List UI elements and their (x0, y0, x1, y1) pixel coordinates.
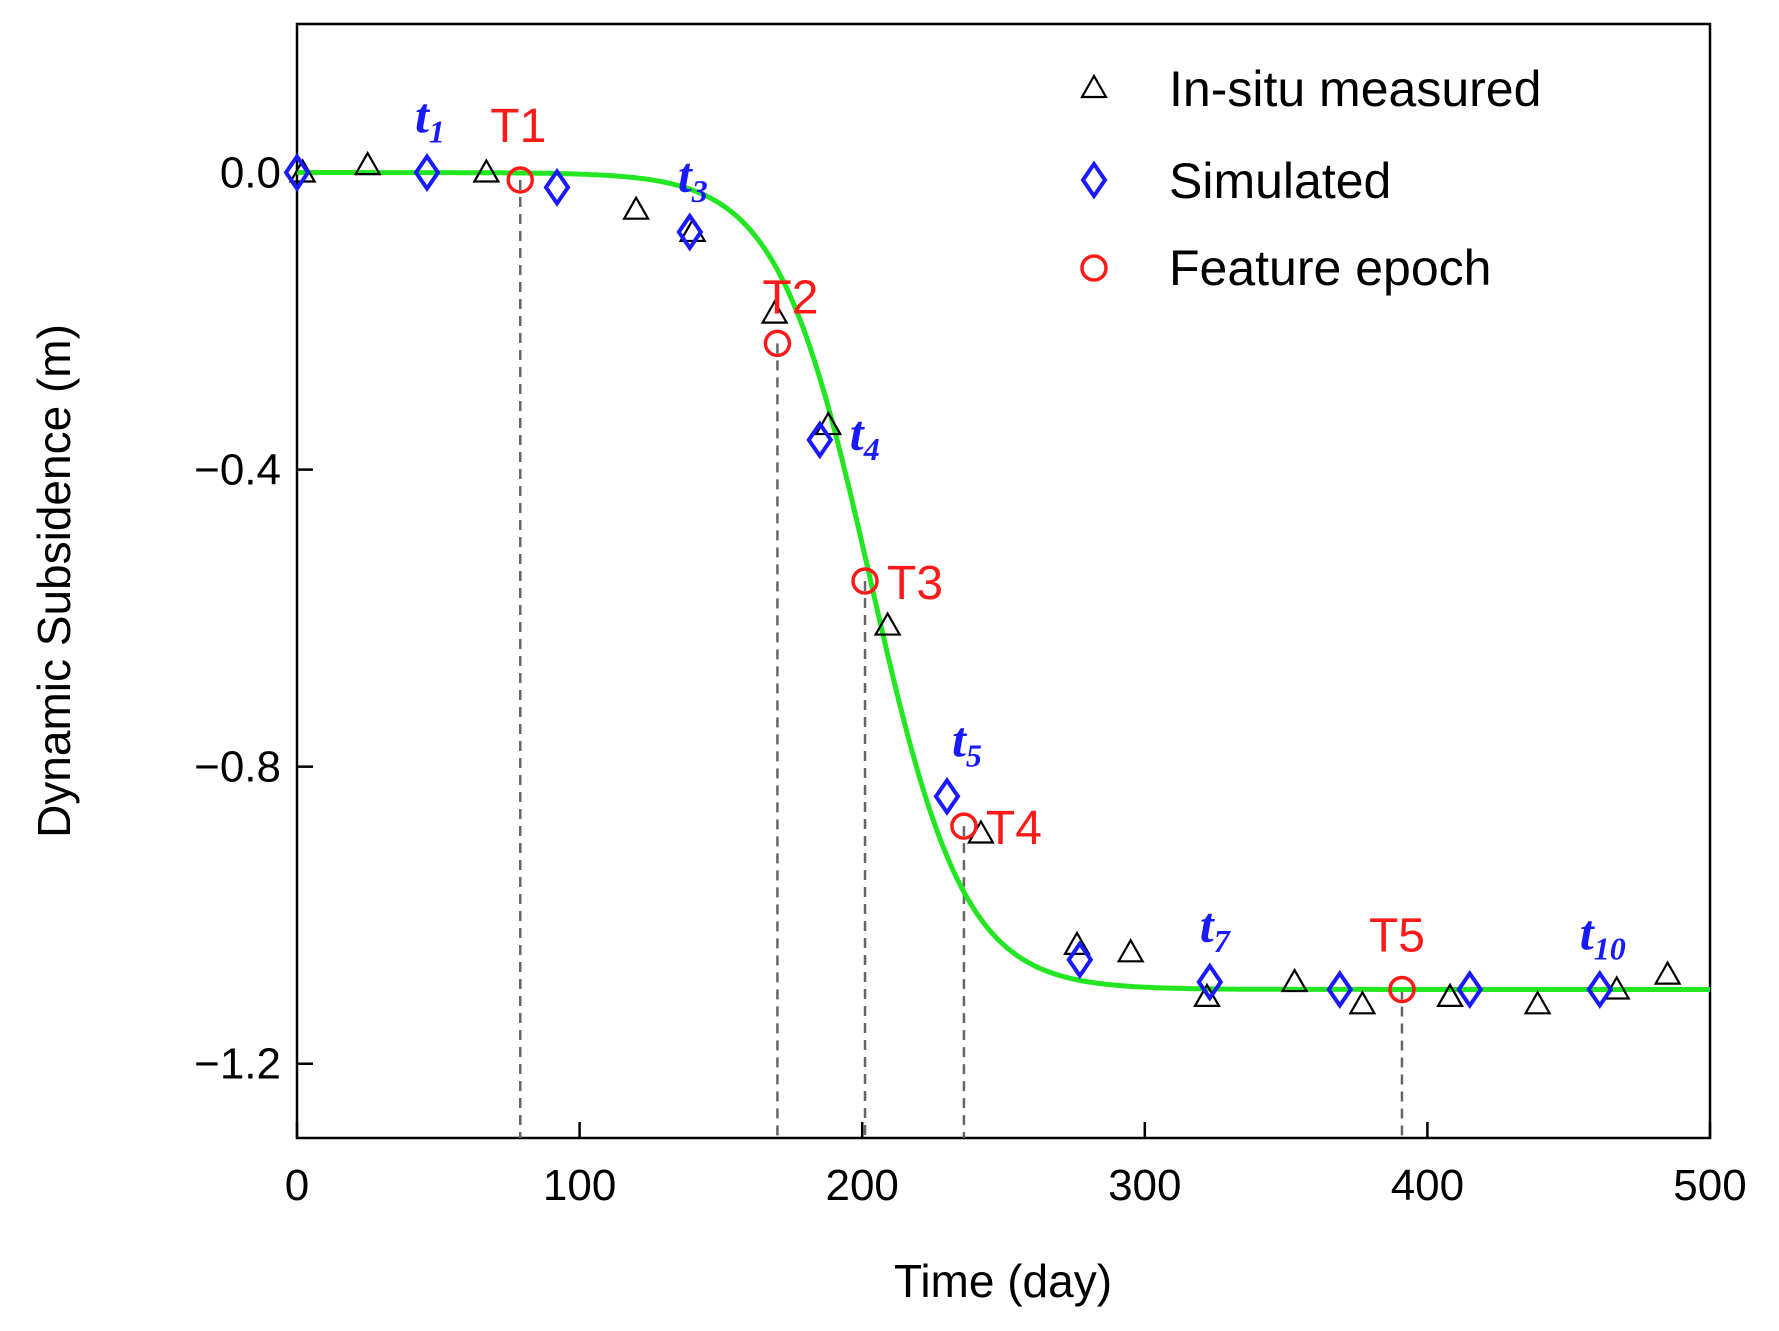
feature-label-T2: T2 (762, 271, 818, 324)
simulated-point (1069, 944, 1091, 976)
t-label-10: t10 (1580, 904, 1626, 966)
y-tick-label: 0.0 (220, 149, 281, 198)
simulated-point (679, 216, 701, 248)
legend: In-situ measured Simulated Feature epoch (1082, 61, 1541, 296)
simulated-point (936, 780, 958, 812)
y-tick-label: −0.4 (194, 446, 281, 495)
t-label-5: t5 (952, 711, 982, 773)
x-tick-label: 400 (1391, 1161, 1464, 1210)
y-tick-label: −0.8 (194, 743, 281, 792)
legend-simulated-symbol (1083, 164, 1105, 196)
legend-feature-label: Feature epoch (1169, 240, 1491, 296)
t-label-4: t4 (850, 405, 880, 467)
x-tick-label: 300 (1108, 1161, 1181, 1210)
annotations: T1 T2 T3 T4 T5 t1 t3 t4 t5 t7 t10 (415, 88, 1626, 967)
y-axis-title: Dynamic Subsidence (m) (28, 324, 80, 838)
feature-label-T5: T5 (1369, 909, 1425, 962)
subsidence-chart: 0 100 200 300 400 500 0.0 −0.4 −0.8 −1.2 T1 T2 T3 T4… (0, 0, 1779, 1331)
feature-label-T1: T1 (490, 100, 546, 153)
plot-frame (297, 24, 1710, 1138)
fitted-curve (297, 173, 1710, 990)
legend-circle-icon (1082, 256, 1106, 280)
legend-diamond-icon (1083, 164, 1105, 196)
legend-measured-label: In-situ measured (1169, 61, 1541, 117)
measured-point (624, 198, 648, 219)
t-label-3: t3 (678, 147, 708, 209)
t-label-1: t1 (415, 88, 445, 150)
legend-simulated-label: Simulated (1169, 153, 1391, 209)
t-label-7: t7 (1200, 897, 1232, 959)
measured-point (1656, 963, 1680, 984)
y-tick-label: −1.2 (194, 1040, 281, 1089)
feature-label-T4: T4 (986, 802, 1042, 855)
legend-triangle-icon (1082, 76, 1106, 97)
feature-label-T3: T3 (887, 557, 943, 610)
measured-point (1526, 992, 1550, 1013)
x-axis-title: Time (day) (894, 1255, 1112, 1307)
feature-droplines (520, 180, 1402, 1138)
legend-feature-symbol (1082, 256, 1106, 280)
measured-point (1119, 940, 1143, 961)
x-tick-label: 100 (543, 1161, 616, 1210)
legend-measured-symbol (1082, 76, 1106, 97)
simulated-point (546, 171, 568, 203)
axes: 0 100 200 300 400 500 0.0 −0.4 −0.8 −1.2 (194, 149, 1747, 1210)
measured-point (1350, 992, 1374, 1013)
x-tick-label: 0 (285, 1161, 309, 1210)
x-tick-label: 200 (825, 1161, 898, 1210)
x-tick-label: 500 (1673, 1161, 1746, 1210)
